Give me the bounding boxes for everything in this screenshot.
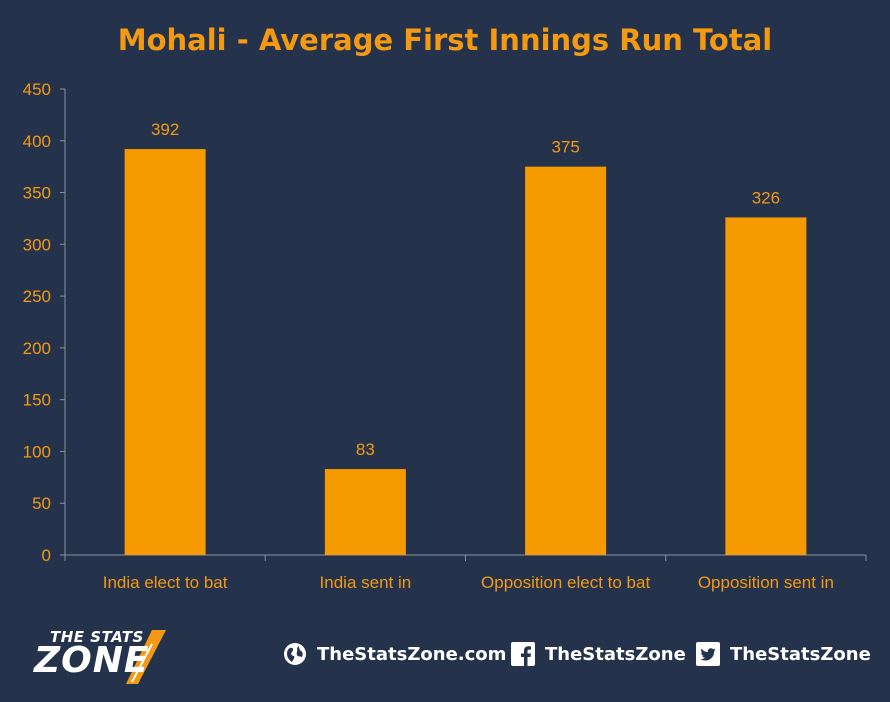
bar (124, 149, 206, 555)
y-tick-label: 50 (32, 494, 51, 513)
footer: THE STATS ZONE TheStatsZone.com TheStats… (0, 622, 890, 692)
x-category-label: Opposition sent in (698, 573, 834, 592)
y-tick-label: 300 (23, 235, 51, 254)
facebook-icon (511, 642, 535, 666)
data-label: 375 (551, 138, 579, 157)
chart-title: Mohali - Average First Innings Run Total (118, 23, 772, 57)
y-tick-label: 200 (23, 339, 51, 358)
website-link[interactable]: TheStatsZone.com (283, 642, 506, 666)
x-category-label: India sent in (320, 573, 412, 592)
globe-icon (284, 643, 306, 665)
logo-swoosh-icon (126, 630, 166, 684)
y-tick-label: 400 (23, 132, 51, 151)
y-tick-label: 0 (42, 546, 51, 565)
twitter-text: TheStatsZone (730, 643, 871, 665)
x-category-label: India elect to bat (103, 573, 228, 592)
facebook-text: TheStatsZone (545, 643, 686, 665)
logo-text-top: THE STATS (50, 628, 144, 646)
website-text: TheStatsZone.com (317, 643, 507, 665)
bar (725, 217, 807, 556)
data-label: 392 (151, 120, 179, 139)
data-label: 83 (356, 440, 375, 459)
logo-text-bottom: ZONE (34, 640, 150, 681)
data-label: 326 (752, 188, 780, 207)
y-tick-label: 350 (23, 184, 51, 203)
bar (324, 469, 406, 555)
bar-chart: Mohali - Average First Innings Run Total… (23, 23, 867, 592)
facebook-link[interactable]: TheStatsZone (511, 642, 686, 666)
y-tick-label: 150 (23, 391, 51, 410)
twitter-icon (696, 642, 720, 666)
y-tick-label: 450 (23, 80, 51, 99)
plot-area: 0 50 100 150 200 250 300 350 400 450 392 India elec… (23, 80, 867, 592)
bar (525, 166, 607, 555)
stats-zone-logo: THE STATS ZONE (34, 624, 194, 686)
twitter-link[interactable]: TheStatsZone (696, 642, 871, 666)
y-tick-label: 100 (23, 442, 51, 461)
x-category-label: Opposition elect to bat (481, 573, 650, 592)
y-tick-label: 250 (23, 287, 51, 306)
